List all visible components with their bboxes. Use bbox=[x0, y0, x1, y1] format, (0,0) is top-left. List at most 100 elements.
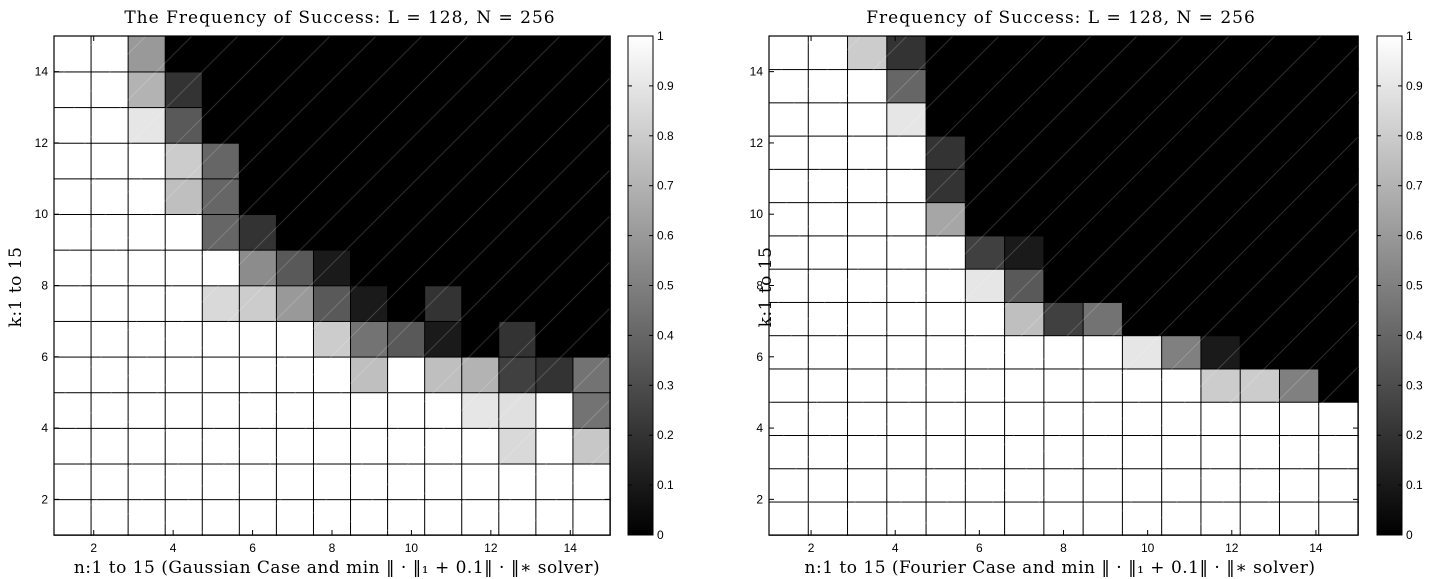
heatmap-cell bbox=[886, 201, 927, 237]
heatmap-cell bbox=[350, 391, 389, 429]
heatmap-cell bbox=[312, 35, 352, 73]
heatmap-cell bbox=[127, 35, 167, 73]
heatmap-cell bbox=[1278, 368, 1320, 403]
heatmap-cell bbox=[1004, 467, 1045, 503]
right-heatmap bbox=[768, 35, 1359, 536]
heatmap-cell bbox=[1200, 268, 1242, 303]
heatmap-cell bbox=[572, 249, 611, 287]
heatmap-cell bbox=[1318, 135, 1359, 170]
heatmap-cell bbox=[387, 391, 426, 429]
left-chart-title: The Frequency of Success: L = 128, N = 2… bbox=[124, 8, 555, 28]
x-tick-label: 2 bbox=[808, 541, 815, 555]
heatmap-cell bbox=[925, 401, 967, 436]
heatmap-cell bbox=[1082, 368, 1124, 403]
x-tick-label: 6 bbox=[249, 541, 256, 555]
heatmap-cell bbox=[1161, 334, 1202, 370]
heatmap-cell bbox=[1043, 102, 1084, 137]
heatmap-cell bbox=[275, 71, 315, 109]
heatmap-cell bbox=[1200, 467, 1242, 503]
heatmap-cell bbox=[424, 142, 463, 180]
heatmap-cell bbox=[424, 71, 463, 109]
heatmap-cell bbox=[1043, 201, 1084, 237]
heatmap-cell bbox=[925, 135, 967, 170]
heatmap-cell bbox=[238, 463, 278, 501]
heatmap-cell bbox=[1239, 135, 1281, 170]
heatmap-cell bbox=[1318, 401, 1359, 436]
colorbar-tick-label: 0.3 bbox=[657, 378, 674, 392]
heatmap-cell bbox=[1318, 301, 1359, 337]
heatmap-cell bbox=[127, 106, 167, 144]
heatmap-cell bbox=[964, 501, 1006, 536]
heatmap-cell bbox=[886, 35, 927, 71]
heatmap-cell bbox=[498, 391, 537, 429]
right-colorbar: 0 0.1 0.2 0.3 0.4 0.5 0.6 0.7 0.8 0.9 1 bbox=[1376, 29, 1423, 542]
heatmap-cell bbox=[807, 201, 849, 237]
heatmap-cell bbox=[1200, 68, 1242, 104]
x-tick-label: 10 bbox=[1141, 541, 1155, 555]
heatmap-cell bbox=[847, 401, 888, 436]
heatmap-cell bbox=[1043, 135, 1084, 170]
heatmap-cell bbox=[1082, 68, 1124, 104]
heatmap-cell bbox=[768, 201, 810, 237]
heatmap-cell bbox=[1004, 35, 1045, 71]
heatmap-cell bbox=[90, 71, 129, 109]
heatmap-cell bbox=[1200, 434, 1242, 470]
heatmap-cell bbox=[1043, 35, 1084, 71]
heatmap-cell bbox=[768, 102, 810, 137]
y-tick-label: 8 bbox=[756, 279, 763, 293]
heatmap-cell bbox=[424, 463, 463, 501]
heatmap-cell bbox=[535, 142, 574, 180]
y-tick-label: 12 bbox=[750, 136, 764, 150]
x-tick-label: 12 bbox=[484, 541, 498, 555]
heatmap-cell bbox=[535, 106, 574, 144]
heatmap-cell bbox=[498, 285, 537, 322]
heatmap-cell bbox=[572, 178, 611, 216]
heatmap-cell bbox=[1004, 401, 1045, 436]
colorbar-tick-label: 0.7 bbox=[1406, 179, 1423, 193]
heatmap-cell bbox=[1004, 501, 1045, 536]
heatmap-cell bbox=[238, 391, 278, 429]
heatmap-cell bbox=[1043, 168, 1084, 204]
heatmap-cell bbox=[1004, 102, 1045, 137]
colorbar-tick-label: 0.7 bbox=[657, 179, 674, 193]
heatmap-cell bbox=[53, 142, 92, 180]
colorbar-tick-label: 0 bbox=[657, 528, 664, 542]
heatmap-cell bbox=[1082, 35, 1124, 71]
heatmap-cell bbox=[847, 168, 888, 204]
heatmap-cell bbox=[964, 368, 1006, 403]
heatmap-cell bbox=[572, 35, 611, 73]
heatmap-cell bbox=[535, 498, 574, 536]
heatmap-cell bbox=[1082, 135, 1124, 170]
heatmap-cell bbox=[1161, 501, 1202, 536]
heatmap-cell bbox=[1043, 68, 1084, 104]
heatmap-cell bbox=[768, 35, 810, 71]
heatmap-cell bbox=[312, 178, 352, 216]
heatmap-cell bbox=[1161, 102, 1202, 137]
heatmap-cell bbox=[312, 106, 352, 144]
colorbar-tick-label: 0.4 bbox=[657, 328, 674, 342]
x-tick-label: 14 bbox=[1309, 541, 1323, 555]
heatmap-cell bbox=[1161, 35, 1202, 71]
heatmap-cell bbox=[1239, 368, 1281, 403]
heatmap-cell bbox=[164, 178, 204, 216]
heatmap-cell bbox=[424, 391, 463, 429]
heatmap-cell bbox=[90, 142, 129, 180]
heatmap-cell bbox=[1121, 501, 1163, 536]
heatmap-cell bbox=[1278, 501, 1320, 536]
left-heatmap bbox=[53, 35, 611, 536]
heatmap-cell bbox=[461, 356, 500, 394]
heatmap-cell bbox=[847, 467, 888, 503]
heatmap-cell bbox=[498, 320, 537, 358]
heatmap-cell bbox=[201, 391, 241, 429]
heatmap-cell bbox=[925, 168, 967, 204]
heatmap-cell bbox=[886, 368, 927, 403]
heatmap-cell bbox=[498, 106, 537, 144]
heatmap-cell bbox=[164, 35, 204, 73]
colorbar-tick-label: 0.5 bbox=[1406, 279, 1423, 293]
heatmap-cell bbox=[1200, 301, 1242, 337]
heatmap-cell bbox=[461, 178, 500, 216]
heatmap-cell bbox=[1239, 268, 1281, 303]
heatmap-cell bbox=[535, 213, 574, 251]
heatmap-cell bbox=[1318, 268, 1359, 303]
heatmap-cell bbox=[535, 71, 574, 109]
